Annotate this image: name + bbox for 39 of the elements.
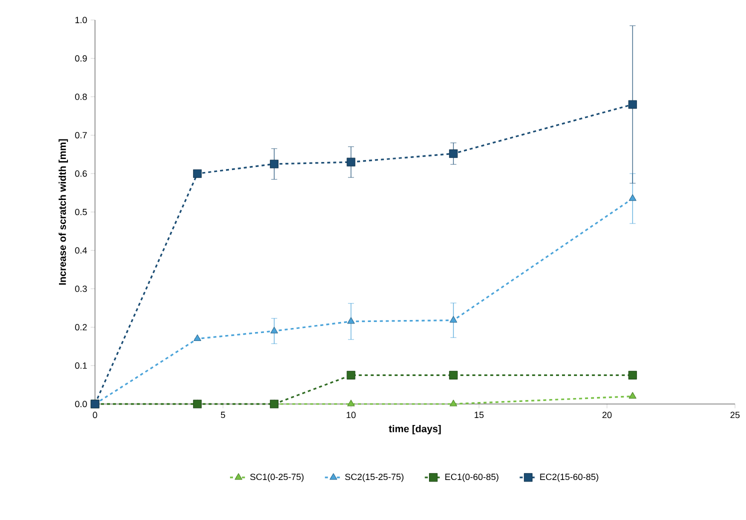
point <box>270 326 278 334</box>
x-tick-label: 10 <box>346 412 356 418</box>
point <box>628 392 636 399</box>
point <box>450 316 458 323</box>
point <box>346 158 356 166</box>
point <box>194 334 202 342</box>
legend-label: SC1(0-25-75) <box>250 473 304 482</box>
x-tick-label: 20 <box>602 412 612 418</box>
legend-label: SC2(15-25-75) <box>345 473 404 482</box>
x-tick-label: 25 <box>730 412 740 418</box>
point <box>347 317 355 324</box>
y-tick-label: 0.4 <box>75 247 87 254</box>
point <box>628 194 636 201</box>
point <box>450 400 458 406</box>
legend-label: EC2(15-60-85) <box>540 473 598 482</box>
point <box>346 370 356 380</box>
x-axis-title: time [days] <box>388 424 441 434</box>
point <box>449 370 458 380</box>
legend-label: EC1(0-60-85) <box>445 473 498 482</box>
y-axis-title: Increase of scratch width [mm] <box>58 139 68 285</box>
y-tick-label: 0.9 <box>75 55 87 62</box>
point <box>628 370 637 380</box>
point <box>449 149 458 158</box>
point <box>347 400 355 406</box>
y-tick-label: 0.5 <box>75 208 87 216</box>
point <box>193 169 202 178</box>
point <box>270 160 278 168</box>
point <box>628 100 637 109</box>
y-tick-label: 1.0 <box>75 16 87 24</box>
y-tick-label: 0.3 <box>75 286 87 292</box>
y-tick-label: 0.1 <box>75 362 87 369</box>
y-tick-label: 0.2 <box>75 324 87 330</box>
x-tick-label: 15 <box>474 412 484 418</box>
y-tick-label: 0.7 <box>75 132 87 138</box>
x-tick-label: 5 <box>220 412 226 418</box>
y-tick-label: 0.0 <box>75 400 87 408</box>
x-tick-label: 0 <box>92 412 98 418</box>
y-tick-label: 0.8 <box>75 94 87 100</box>
y-tick-label: 0.6 <box>75 170 87 177</box>
